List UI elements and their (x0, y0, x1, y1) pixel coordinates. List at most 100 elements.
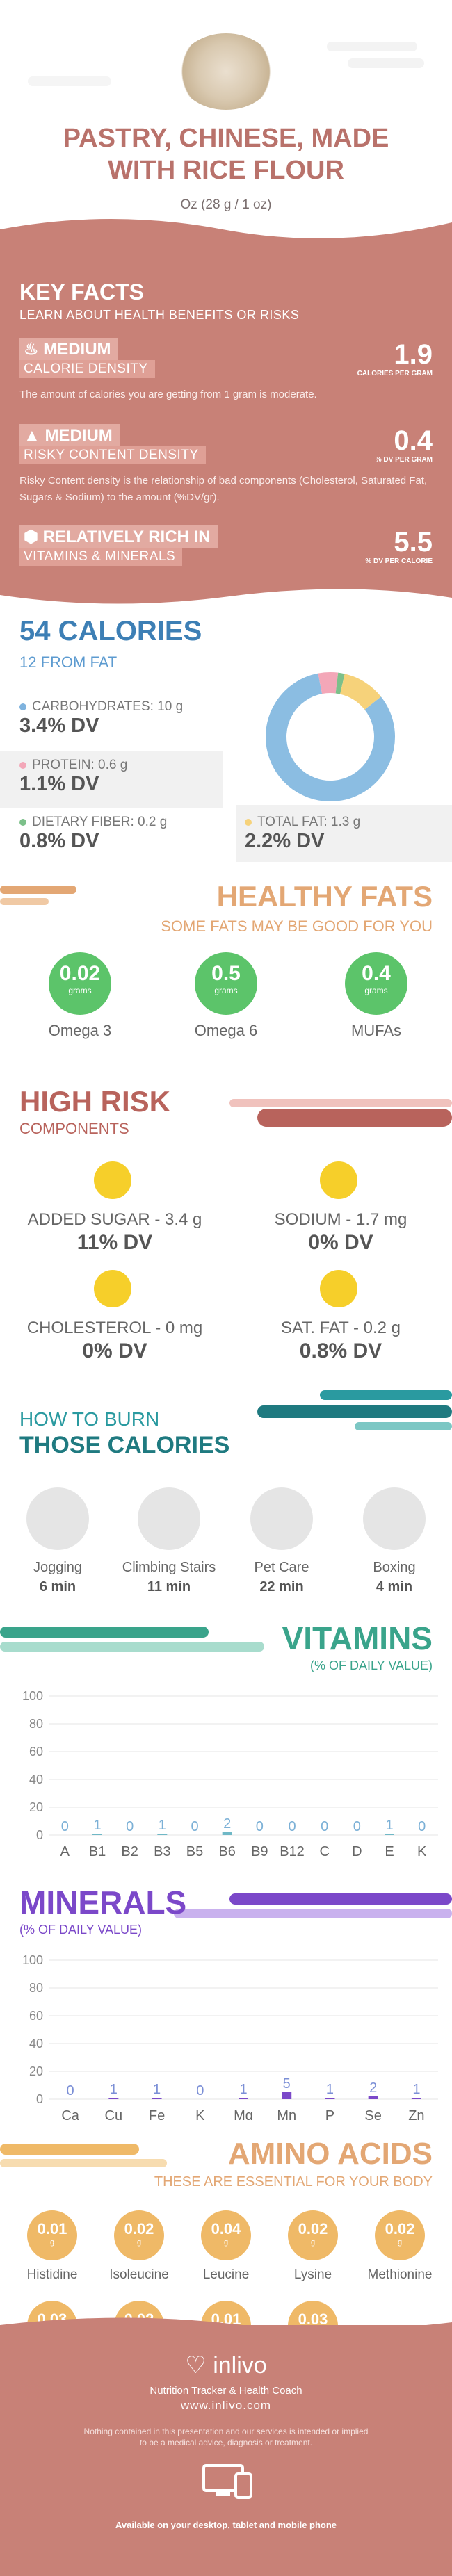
vitamins-rich-label: VITAMINS & MINERALS (19, 548, 183, 566)
category-label: Se (364, 2108, 381, 2120)
bar-B3 (157, 1834, 168, 1835)
amino-label: Lysine (293, 2267, 332, 2282)
sat-fat-label: SAT. FAT - 0.2 g (280, 1319, 401, 1337)
food-title: PASTRY, CHINESE, MADE WITH RICE FLOUR (14, 122, 438, 186)
calorie-density-level: ♨ MEDIUM (19, 338, 118, 360)
amino-label: Methionine (367, 2267, 433, 2282)
omega6-circle: 0.5 grams (195, 952, 257, 1015)
serving-size: Oz (28 g / 1 oz) (180, 197, 272, 212)
mufa-unit: grams (364, 986, 388, 995)
omega3-circle: 0.02 grams (49, 952, 111, 1015)
jogging-label: Jogging (33, 1560, 83, 1575)
pet-care-minutes: 22 min (259, 1579, 304, 1595)
protein-box (0, 751, 223, 808)
fat-block: TOTAL FAT: 1.3 g 2.2% DV (245, 815, 360, 853)
fat-box (236, 805, 452, 862)
category-label: B9 (251, 1844, 268, 1859)
brand-url[interactable]: www.inlivo.com (180, 2399, 272, 2412)
available-platforms: Available on your desktop, tablet and mo… (115, 2520, 337, 2530)
carbs-label: CARBOHYDRATES: 10 g (32, 699, 184, 714)
bar-value-label: 0 (67, 2083, 74, 2098)
vitamins-title: VITAMINS (282, 1620, 433, 1656)
omega3-unit: grams (68, 986, 92, 995)
bar-value-label: 0 (418, 1819, 426, 1834)
calorie-density-label: CALORIE DENSITY (19, 360, 155, 378)
amino-value: 0.02 (298, 2220, 328, 2237)
amino-unit: g (397, 2238, 403, 2247)
burn-title-line2: THOSE CALORIES (19, 1432, 230, 1458)
y-tick-label: 20 (29, 2064, 43, 2078)
bar-value-label: 2 (223, 1816, 231, 1832)
calories-section: 54 CALORIES 12 FROM FAT CARBOHYDRATES: 1… (0, 612, 452, 876)
amino-unit: g (223, 2238, 229, 2247)
bar-Cu (108, 2098, 119, 2099)
healthy-fats-title: HEALTHY FATS (216, 880, 433, 913)
pill-icon: ⬢ (24, 528, 38, 546)
bar-value-label: 1 (93, 1818, 101, 1833)
amino-value: 0.01 (37, 2220, 67, 2237)
healthy-fats-section: HEALTHY FATS SOME FATS MAY BE GOOD FOR Y… (0, 876, 452, 1084)
vitamins-chart: 0 20 40 60 80 100 0 A 1 B1 0 B2 1 B3 0 B5 2 B6 0 B9 0 B12 0 C 0 D… (22, 1689, 438, 1859)
omega6-label: Omega 6 (194, 1022, 258, 1039)
amino-label: Leucine (202, 2267, 250, 2282)
vitamins-subtitle: (% OF DAILY VALUE) (309, 1658, 433, 1672)
footer-wave (0, 2317, 452, 2339)
amino-title: AMINO ACIDS (227, 2137, 433, 2171)
bar-value-label: 1 (412, 2082, 420, 2097)
bar-value-label: 0 (196, 2083, 204, 2098)
y-tick-label: 0 (36, 2092, 43, 2106)
y-tick-label: 80 (29, 1981, 43, 1995)
macro-donut-chart (266, 672, 395, 801)
bar-Mg (239, 2098, 248, 2099)
bar-value-label: 1 (159, 1818, 166, 1833)
bar-value-label: 5 (283, 2076, 291, 2092)
omega6-value: 0.5 (211, 962, 241, 985)
flame-icon: ♨ (24, 340, 39, 359)
category-label: B12 (280, 1844, 305, 1859)
bar-value-label: 0 (61, 1819, 69, 1834)
category-label: Zn (408, 2108, 424, 2120)
key-facts-wave (0, 589, 452, 612)
risky-content-desc: Risky Content density is the relationshi… (19, 475, 428, 503)
amino-value: 0.03 (298, 2310, 328, 2328)
y-tick-label: 60 (29, 1745, 43, 1759)
omega6-unit: grams (214, 986, 238, 995)
bar-value-label: 1 (385, 1818, 393, 1833)
calorie-density-desc: The amount of calories you are getting f… (19, 389, 317, 400)
boxing-label: Boxing (373, 1560, 416, 1575)
category-label: K (195, 2108, 205, 2120)
calories-title: 54 CALORIES (19, 616, 202, 646)
amino-label: Histidine (26, 2267, 78, 2282)
heart-icon: ♡ (185, 2352, 207, 2379)
header: PASTRY, CHINESE, MADE WITH RICE FLOUR Oz… (0, 0, 452, 264)
y-tick-label: 100 (22, 1953, 43, 1967)
vitamins-rich-unit: % DV PER CALORIE (365, 557, 433, 565)
y-tick-label: 60 (29, 2009, 43, 2023)
disclaimer-line2: to be a medical advice, diagnosis or tre… (139, 2438, 313, 2447)
donut-slice-dietary-fiber (335, 672, 345, 694)
category-label: B1 (89, 1844, 106, 1859)
category-label: K (417, 1844, 427, 1859)
category-label: B6 (218, 1844, 235, 1859)
y-tick-label: 40 (29, 2037, 43, 2051)
y-tick-label: 100 (22, 1689, 43, 1703)
amino-value: 0.04 (211, 2220, 241, 2237)
risky-content-label: RISKY CONTENT DENSITY (19, 446, 206, 464)
sat-fat-dv: 0.8% DV (299, 1339, 382, 1362)
category-label: C (319, 1844, 329, 1859)
key-facts-title: KEY FACTS (19, 279, 144, 304)
bar-value-label: 0 (353, 1819, 361, 1834)
bar-Fe (152, 2098, 162, 2099)
bar-value-label: 1 (153, 2082, 161, 2097)
food-image (177, 33, 275, 110)
bar-B6 (222, 1832, 232, 1835)
grin-icon (94, 1270, 131, 1307)
footer: ♡ inlivo Nutrition Tracker & Health Coac… (0, 2317, 452, 2576)
high-risk-decoration (229, 1099, 452, 1127)
jogging-icon (26, 1487, 89, 1550)
bar-Mn (282, 2092, 292, 2099)
bar-value-label: 1 (239, 2082, 247, 2097)
amino-acids-section: AMINO ACIDS THESE ARE ESSENTIAL FOR YOUR… (0, 2134, 452, 2372)
